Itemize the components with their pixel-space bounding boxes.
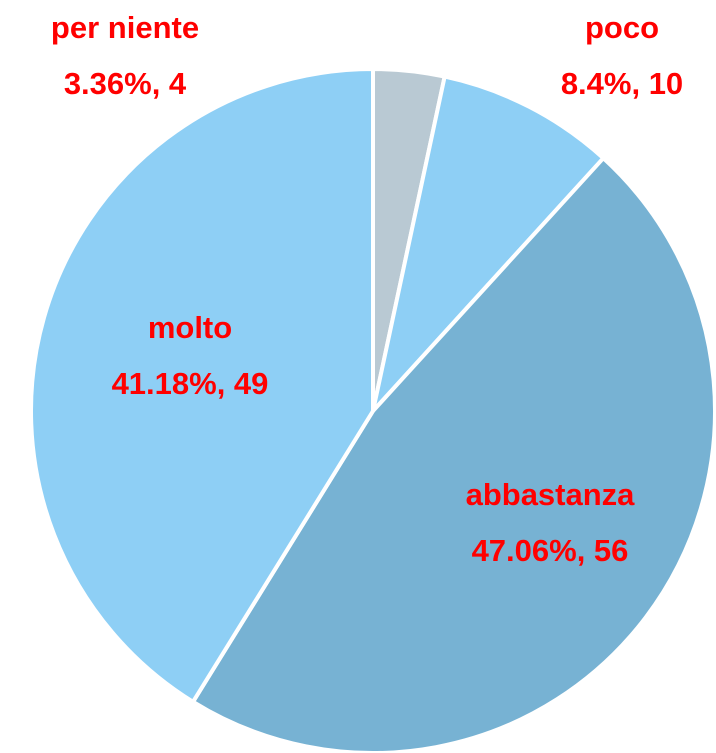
pie-slice [371, 74, 606, 413]
slice-value-label: 3.36%, 4 [64, 66, 187, 101]
slice-label: abbastanza [466, 477, 636, 512]
slice-label: per niente [51, 10, 199, 45]
slice-value-label: 8.4%, 10 [561, 66, 683, 101]
slice-label: poco [585, 10, 659, 45]
slice-value-label: 47.06%, 56 [472, 533, 629, 568]
slice-value-label: 41.18%, 49 [112, 366, 269, 401]
pie-slice [29, 67, 375, 704]
pie-slice [191, 156, 716, 753]
slice-label: molto [148, 310, 232, 345]
